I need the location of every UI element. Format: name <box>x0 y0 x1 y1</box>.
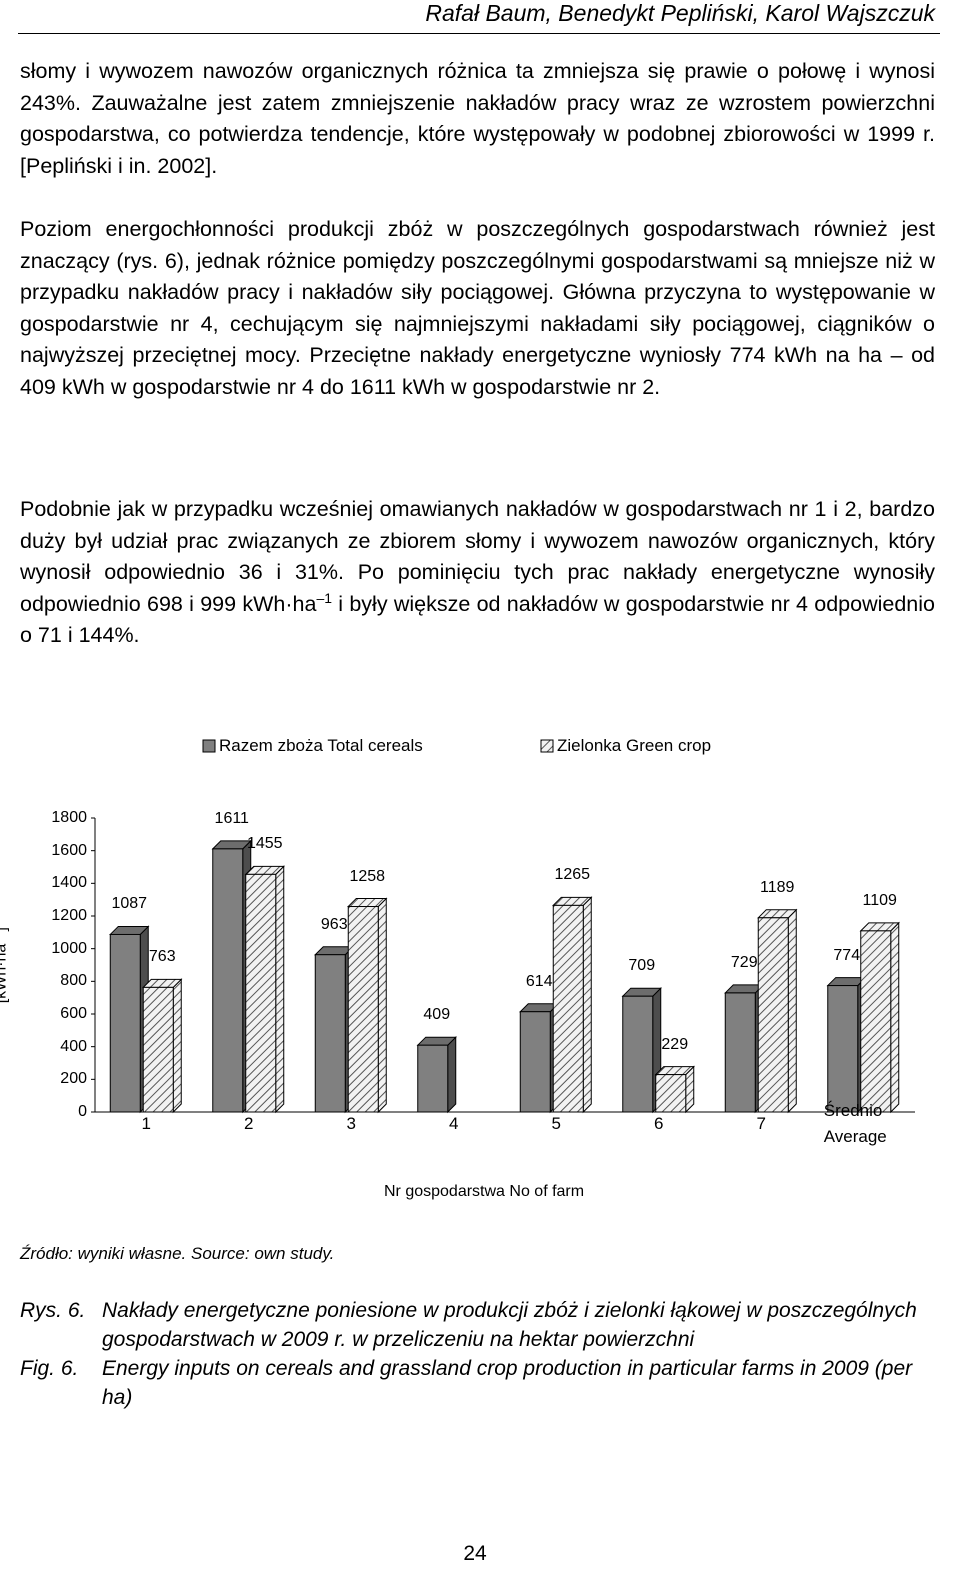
x-tick-label: 4 <box>449 1114 459 1133</box>
y-tick-label: 1600 <box>51 841 87 859</box>
data-label: 763 <box>148 948 176 966</box>
data-label: 1109 <box>862 891 897 909</box>
caption-text: Energy inputs on cereals and grassland c… <box>102 1357 913 1409</box>
x-tick-label: 3 <box>346 1114 356 1133</box>
data-label: 729 <box>730 953 758 971</box>
bar <box>347 906 379 1113</box>
data-label: 774 <box>833 946 861 964</box>
bar <box>417 1044 449 1113</box>
x-tick-label: 5 <box>551 1114 561 1133</box>
x-tick-label: Średnio Average <box>823 1101 887 1146</box>
text: [kWh·ha <box>0 943 10 1004</box>
text: ] <box>0 927 9 931</box>
legend-swatch <box>202 739 216 753</box>
bar <box>552 904 584 1113</box>
data-label: 614 <box>525 972 553 990</box>
x-axis-label: Nr gospodarstwa No of farm <box>384 1183 585 1200</box>
y-tick-label: 1000 <box>51 939 87 957</box>
data-label: 709 <box>628 957 656 975</box>
data-label: 409 <box>423 1006 451 1024</box>
y-tick-label: 1200 <box>51 907 87 924</box>
source-note: Źródło: wyniki własne. Source: own study… <box>20 1244 335 1263</box>
data-label: 1087 <box>111 895 148 913</box>
legend-label: Zielonka Green crop <box>557 736 712 755</box>
text: Podobnie jak w przypadku wcześniej omawi… <box>20 497 935 616</box>
data-label: 229 <box>661 1035 689 1053</box>
y-tick-label: 800 <box>60 972 87 990</box>
data-label: 1455 <box>246 835 283 853</box>
caption-label: Rys. 6. <box>20 1299 86 1322</box>
y-tick-label: 400 <box>60 1037 87 1055</box>
x-tick-label: 1 <box>141 1114 151 1133</box>
text: i były większe od nakładów w gospodarstw… <box>20 591 935 648</box>
x-tick-label: 6 <box>654 1114 664 1133</box>
caption-label: Fig. 6. <box>20 1357 79 1380</box>
data-label: 963 <box>320 915 348 933</box>
chart-labels: Nr gospodarstwa No of farm [kWh·ha–1] 0 2… <box>0 736 897 1200</box>
chart <box>91 739 915 1114</box>
data-label: 1611 <box>214 809 249 827</box>
caption: Rys. 6. Nakłady energetyczne poniesione w… <box>20 1296 935 1354</box>
bar <box>827 985 859 1113</box>
bar <box>109 933 141 1113</box>
x-tick-label: 7 <box>756 1114 766 1133</box>
bar <box>757 917 789 1113</box>
y-tick-label: 0 <box>78 1103 87 1120</box>
bar <box>860 930 892 1113</box>
x-tick-label: 2 <box>244 1114 254 1133</box>
bar <box>245 873 277 1113</box>
caption: Fig. 6. Energy inputs on cereals and gras… <box>20 1354 935 1412</box>
legend-label: Razem zboża Total cereals <box>219 736 423 755</box>
bar <box>212 848 244 1113</box>
paragraph: słomy i wywozem nawozów organicznych róż… <box>20 59 935 178</box>
bar <box>655 1074 687 1113</box>
bar <box>724 992 756 1113</box>
header-rule <box>18 33 940 34</box>
caption-text: Nakłady energetyczne poniesione w produk… <box>102 1299 917 1351</box>
paragraph: Podobnie jak w przypadku wcześniej omawi… <box>20 494 935 652</box>
bar <box>314 954 346 1113</box>
y-axis-label: [kWh·ha–1] <box>0 927 10 1003</box>
legend-swatch <box>540 739 554 753</box>
y-tick-label: 600 <box>60 1005 87 1022</box>
paragraph: Poziom energochłonności produkcji zbóż w… <box>20 217 935 399</box>
running-header: Rafał Baum, Benedykt Pepliński, Karol Wa… <box>425 0 935 26</box>
page-number: 24 <box>463 1542 487 1565</box>
y-tick-label: 1400 <box>51 874 87 892</box>
data-label: 1189 <box>760 878 795 896</box>
y-tick-label: 200 <box>60 1070 87 1088</box>
bar <box>142 986 174 1113</box>
bar <box>622 995 654 1113</box>
superscript: –1 <box>316 589 333 606</box>
superscript: –1 <box>0 931 2 943</box>
y-tick-label: 1800 <box>51 809 87 826</box>
data-label: 1265 <box>554 866 591 884</box>
data-label: 1258 <box>349 867 386 885</box>
bar <box>519 1011 551 1113</box>
